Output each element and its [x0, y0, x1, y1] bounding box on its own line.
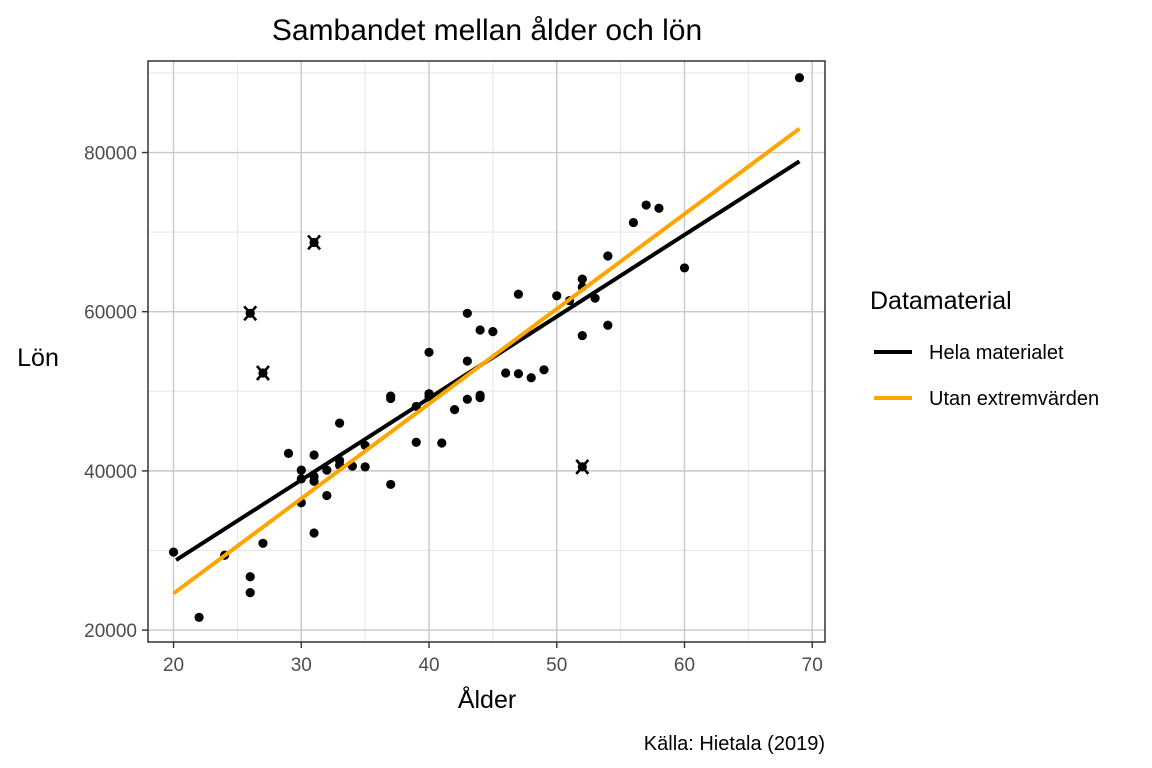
data-point [283, 448, 294, 458]
legend: Datamaterial Hela materialet Utan extremv… [870, 287, 1099, 410]
data-point [475, 325, 485, 335]
data-point [488, 327, 498, 337]
data-point [577, 330, 587, 341]
data-point [424, 347, 434, 357]
chart-caption: Källa: Hietala (2019) [644, 733, 825, 755]
legend-label: Hela materialet [929, 342, 1064, 364]
outlier-cross [255, 365, 270, 381]
y-axis-title: Lön [17, 344, 59, 372]
data-point [296, 465, 306, 475]
data-point [360, 462, 370, 472]
outlier-cross [243, 305, 258, 322]
y-tick-label: 60000 [84, 303, 137, 324]
x-tick-label: 70 [802, 655, 823, 676]
x-tick-label: 60 [674, 655, 695, 676]
data-point [309, 450, 319, 460]
data-point [526, 373, 536, 383]
data-point [590, 293, 600, 303]
data-point [462, 356, 472, 366]
legend-title: Datamaterial [870, 287, 1012, 315]
data-point [168, 547, 179, 557]
x-axis: 20 30 40 50 60 70 [163, 642, 823, 676]
data-point [513, 369, 524, 379]
data-point [603, 320, 613, 330]
data-point [462, 394, 472, 404]
regression-line [172, 127, 801, 596]
outlier-cross [307, 234, 322, 251]
y-axis: 20000 40000 60000 80000 [84, 144, 148, 642]
x-tick-label: 30 [291, 655, 312, 676]
data-point [411, 437, 421, 447]
data-point [794, 73, 805, 83]
data-point [513, 289, 524, 299]
data-point [462, 308, 472, 318]
x-tick-label: 40 [418, 655, 439, 676]
outlier-cross [575, 459, 590, 475]
x-tick-label: 20 [163, 655, 184, 676]
data-point [449, 405, 460, 415]
plot-marks [168, 73, 805, 622]
data-point [654, 203, 664, 213]
data-point [475, 393, 485, 403]
data-point [322, 490, 332, 501]
data-point [628, 217, 638, 228]
chart-title: Sambandet mellan ålder och lön [272, 14, 702, 47]
data-point [552, 291, 562, 301]
data-point [309, 476, 319, 486]
data-point [245, 572, 255, 582]
data-point [539, 365, 549, 375]
data-point [386, 393, 396, 404]
data-point [258, 538, 268, 548]
y-tick-label: 80000 [84, 144, 137, 165]
x-tick-label: 50 [546, 655, 567, 676]
x-axis-title: Ålder [458, 684, 516, 714]
data-point [679, 263, 690, 273]
grid [148, 61, 825, 642]
y-tick-label: 20000 [84, 621, 137, 642]
data-point [194, 612, 204, 622]
plot-panel [147, 60, 826, 643]
data-point [335, 418, 345, 428]
data-point [309, 528, 319, 538]
data-point [641, 200, 651, 210]
data-point [603, 251, 613, 261]
data-point [386, 479, 396, 490]
data-point [577, 274, 587, 284]
data-point [245, 588, 255, 598]
data-point [501, 368, 511, 378]
y-tick-label: 40000 [84, 462, 137, 483]
data-point [437, 438, 447, 448]
data-point [322, 465, 332, 475]
legend-label: Utan extremvärden [929, 388, 1099, 410]
legend-items: Hela materialet Utan extremvärden [874, 342, 1099, 410]
